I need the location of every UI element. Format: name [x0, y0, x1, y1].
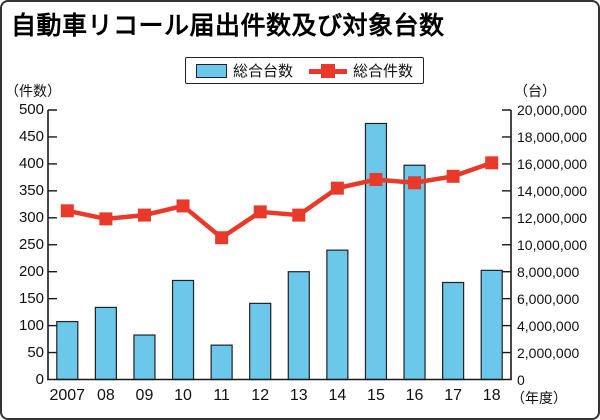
line-marker-14	[330, 181, 344, 195]
y-axis-left-tick-label: 300	[18, 208, 44, 226]
y-axis-right-tick-label: 20,000,000	[517, 102, 588, 118]
legend: 総合台数 総合件数	[185, 57, 425, 84]
line-series-path	[66, 160, 493, 241]
y-axis-left-tick-label: 450	[18, 127, 44, 145]
x-axis-tick-label: 09	[135, 387, 154, 404]
bar-08	[94, 306, 117, 381]
x-axis-tick-label: 18	[482, 387, 501, 404]
x-axis-tick-label: 2007	[49, 387, 86, 404]
x-axis-tick-label: 16	[405, 387, 424, 404]
line-series-square	[321, 63, 336, 78]
line-marker-2007	[60, 204, 74, 218]
x-axis-unit-label: （年度）	[511, 390, 567, 406]
bar-2007	[56, 320, 79, 381]
y-axis-left-tick-label: 50	[27, 343, 44, 361]
y-axis-right-tick-label: 4,000,000	[517, 317, 580, 334]
line-marker-10	[176, 199, 190, 213]
line-marker-11	[215, 231, 229, 245]
line-marker-09	[137, 208, 151, 222]
line-marker-17	[446, 169, 460, 183]
x-axis-tick-label: 17	[444, 387, 463, 404]
y-axis-right-tick-label: 16,000,000	[517, 155, 588, 172]
right-axis-unit-label: （台）	[514, 83, 556, 99]
y-axis-left-tick-label: 500	[18, 101, 44, 118]
bar-13	[287, 271, 310, 381]
x-axis-tick-label: 13	[289, 387, 308, 404]
x-axis-tick-label: 15	[367, 387, 385, 404]
line-series-marker-icon	[309, 63, 348, 78]
y-axis-right-tick-label: 12,000,000	[517, 209, 588, 226]
bar-18	[480, 269, 503, 381]
x-axis-tick-label: 12	[251, 387, 270, 404]
y-axis-right-tick-label: 6,000,000	[517, 290, 580, 307]
y-axis-left-tick-label: 350	[18, 181, 44, 199]
left-axis-unit-label: （件数）	[5, 83, 61, 99]
line-marker-13	[292, 208, 306, 222]
x-axis-tick-label: 08	[96, 387, 115, 404]
y-axis-left-tick-label: 150	[18, 289, 44, 307]
bar-11	[210, 344, 233, 381]
x-axis-tick-label: 11	[213, 387, 230, 404]
bar-14	[326, 249, 349, 381]
line-marker-15	[369, 173, 383, 187]
legend-label-bars: 総合台数	[233, 63, 294, 80]
chart-title: 自動車リコール届出件数及び対象台数	[11, 12, 445, 40]
y-axis-left-tick-label: 0	[35, 370, 44, 388]
line-marker-08	[99, 212, 113, 226]
y-axis-right-tick-label: 8,000,000	[517, 263, 580, 280]
bar-series-swatch	[196, 63, 227, 78]
y-axis-right-tick-label: 2,000,000	[517, 344, 580, 361]
y-axis-right-tick-label: 0	[517, 371, 525, 388]
line-marker-16	[408, 176, 422, 190]
x-axis-tick-label: 14	[328, 387, 347, 404]
y-axis-left-tick-label: 250	[18, 235, 44, 253]
line-marker-12	[253, 205, 267, 219]
legend-label-line: 総合件数	[353, 63, 414, 80]
bar-10	[171, 279, 195, 381]
y-axis-right-tick-label: 14,000,000	[517, 182, 588, 199]
y-axis-left-tick-label: 200	[18, 262, 44, 280]
bar-09	[133, 334, 156, 381]
bar-12	[249, 302, 272, 381]
y-axis-left-tick-label: 100	[18, 316, 44, 334]
y-axis-left-tick-label: 400	[18, 154, 44, 172]
y-axis-right-tick-label: 18,000,000	[517, 128, 588, 145]
bar-15	[364, 122, 388, 381]
bar-17	[442, 281, 465, 381]
line-marker-18	[485, 156, 499, 170]
bar-16	[403, 164, 426, 381]
y-axis-right-tick-label: 10,000,000	[517, 236, 588, 253]
x-axis-tick-label: 10	[174, 387, 192, 404]
